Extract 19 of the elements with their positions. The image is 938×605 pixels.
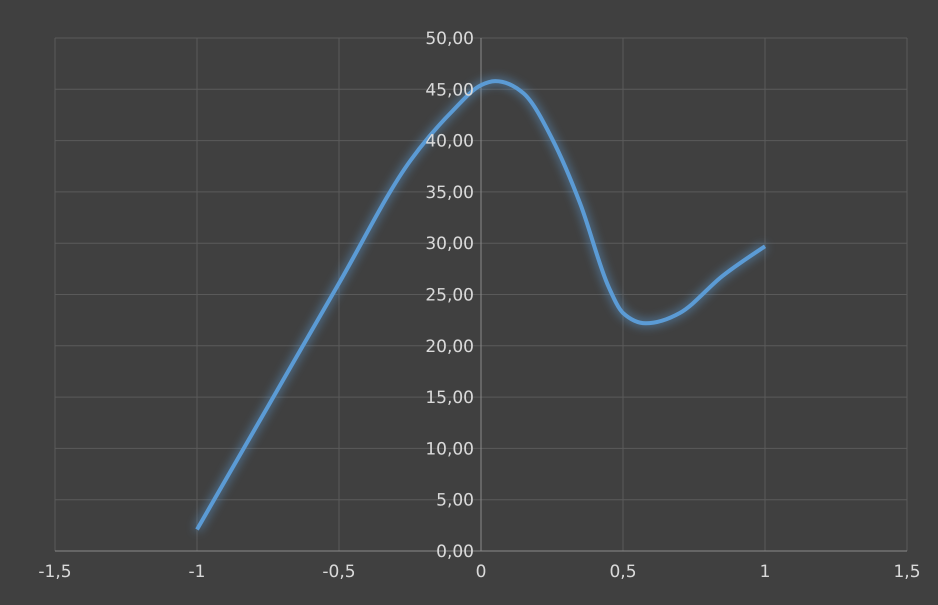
x-tick-label: -1,5 xyxy=(38,562,72,582)
y-tick-label: 10,00 xyxy=(425,439,474,460)
x-tick-label: -0,5 xyxy=(322,562,356,582)
x-tick-label: 0,5 xyxy=(609,562,637,582)
y-tick-label: 40,00 xyxy=(425,132,474,152)
y-tick-label: 5,00 xyxy=(436,490,474,511)
y-tick-label: 50,00 xyxy=(425,28,474,49)
y-tick-label: 45,00 xyxy=(425,80,474,100)
y-tick-label: 25,00 xyxy=(425,285,474,306)
y-tick-label: 30,00 xyxy=(425,234,474,254)
x-tick-label: -1 xyxy=(188,562,206,582)
y-tick-label: 35,00 xyxy=(425,182,474,203)
y-tick-label: 0,00 xyxy=(436,542,474,562)
y-tick-label: 15,00 xyxy=(425,388,474,408)
line-series xyxy=(195,79,767,532)
y-tick-label: 20,00 xyxy=(425,336,474,357)
x-tick-label: 1 xyxy=(760,562,770,582)
x-tick-label: 0 xyxy=(476,562,486,582)
x-tick-label: 1,5 xyxy=(893,562,921,582)
